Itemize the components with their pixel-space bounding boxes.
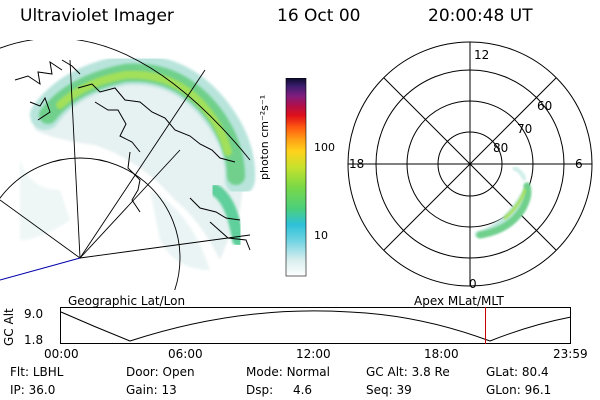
altitude-timeline <box>60 307 572 344</box>
mlt-label-12: 12 <box>474 48 489 62</box>
mlt-label-18: 18 <box>349 157 364 171</box>
mlt-label-0: 0 <box>469 277 477 290</box>
flt-field: Flt: LBHL <box>10 365 64 379</box>
seq-field: Seq: 39 <box>366 383 412 397</box>
apex-caption: Apex MLat/MLT <box>414 294 504 308</box>
lat-label-70: 70 <box>517 122 532 136</box>
lat-label-60: 60 <box>537 99 552 113</box>
timeline-xtick-2359: 23:59 <box>553 347 588 361</box>
colorbar-tick-10: 10 <box>314 229 328 242</box>
gcalt-value: 3.8 Re <box>411 365 450 379</box>
mode-field: Mode: Normal <box>246 365 330 379</box>
geographic-image <box>0 40 256 290</box>
ip-value: 36.0 <box>28 383 56 397</box>
glat-value: 80.4 <box>521 365 549 379</box>
colorbar <box>285 78 307 277</box>
gain-value: 13 <box>161 383 177 397</box>
instrument-title: Ultraviolet Imager <box>20 6 174 26</box>
timeline-ytick-bottom: 1.8 <box>24 333 44 347</box>
timeline-ytick-top: 9.0 <box>24 307 44 321</box>
flt-value: LBHL <box>32 365 64 379</box>
lat-label-80: 80 <box>493 141 508 155</box>
time-label: 20:00:48 UT <box>428 6 533 26</box>
seq-value: 39 <box>396 383 412 397</box>
timeline-xtick-0600: 06:00 <box>168 347 203 361</box>
colorbar-tick-100: 100 <box>314 141 335 154</box>
ip-field: IP: 36.0 <box>10 383 56 397</box>
gain-field: Gain: 13 <box>126 383 177 397</box>
geographic-caption: Geographic Lat/Lon <box>68 294 186 308</box>
date-label: 16 Oct 00 <box>277 6 361 26</box>
glon-value: 96.1 <box>524 383 552 397</box>
timeline-axis-label: GC Alt <box>2 308 16 346</box>
timeline-xtick-0000: 00:00 <box>44 347 79 361</box>
polar-plot: 12 18 6 0 60 70 80 <box>347 41 593 290</box>
colorbar-unit-label: photon cm⁻²s⁻¹ <box>258 94 271 180</box>
dsp-value: 4.6 <box>292 383 313 397</box>
dsp-field: Dsp: 4.6 <box>246 383 313 397</box>
glat-field: GLat: 80.4 <box>486 365 549 379</box>
mlt-label-6: 6 <box>575 157 583 171</box>
door-field: Door: Open <box>126 365 195 379</box>
mode-value: Normal <box>286 365 330 379</box>
gcalt-field: GC Alt: 3.8 Re <box>366 365 450 379</box>
glon-field: GLon: 96.1 <box>486 383 552 397</box>
door-value: Open <box>162 365 195 379</box>
timeline-xtick-1800: 18:00 <box>424 347 459 361</box>
timeline-xtick-1200: 12:00 <box>296 347 331 361</box>
